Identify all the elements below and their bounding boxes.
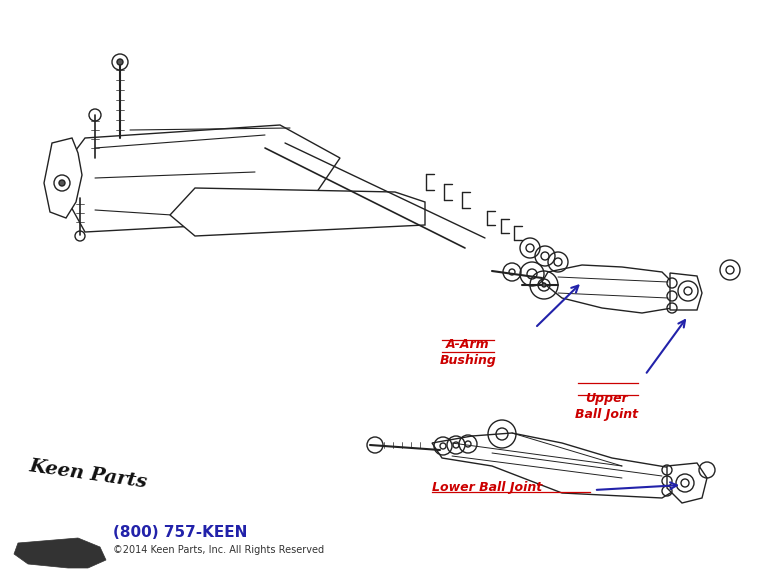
Polygon shape [44,138,82,218]
Polygon shape [432,433,682,498]
Polygon shape [667,463,707,503]
Text: A-Arm
Bushing: A-Arm Bushing [440,338,497,367]
Text: Keen Parts: Keen Parts [28,457,149,492]
Circle shape [59,180,65,186]
Text: Upper
Ball Joint: Upper Ball Joint [575,392,638,421]
Circle shape [117,59,123,65]
Polygon shape [670,273,702,310]
Polygon shape [14,538,106,568]
Polygon shape [55,125,340,232]
Text: (800) 757-KEEN: (800) 757-KEEN [113,525,247,540]
Polygon shape [170,188,425,236]
Text: ©2014 Keen Parts, Inc. All Rights Reserved: ©2014 Keen Parts, Inc. All Rights Reserv… [113,545,324,555]
Text: Lower Ball Joint: Lower Ball Joint [432,481,542,493]
Polygon shape [542,265,682,313]
Circle shape [542,283,546,287]
